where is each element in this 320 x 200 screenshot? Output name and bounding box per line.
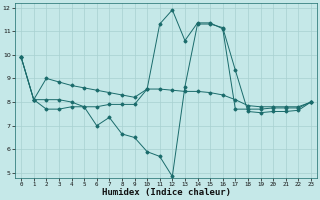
X-axis label: Humidex (Indice chaleur): Humidex (Indice chaleur) — [101, 188, 230, 197]
